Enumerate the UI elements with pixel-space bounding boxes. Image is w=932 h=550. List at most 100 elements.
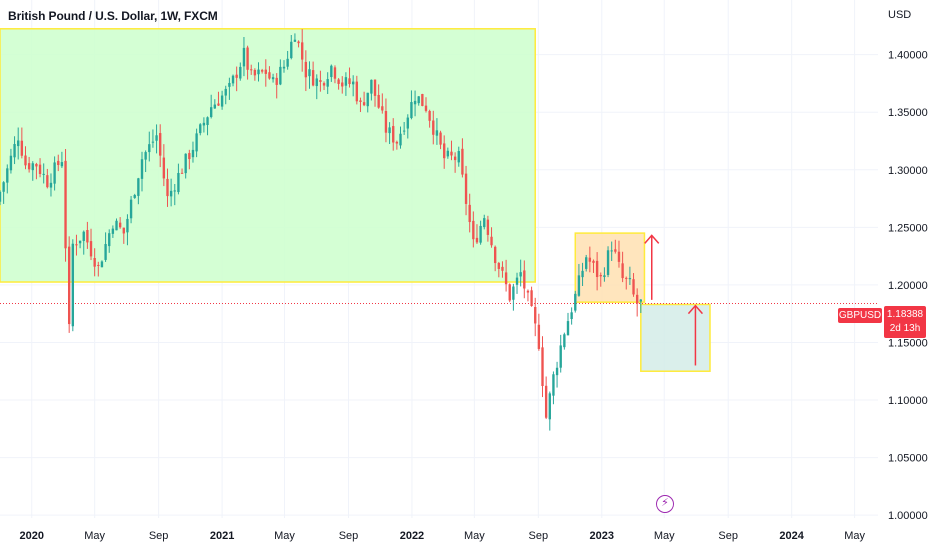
- candle-body: [64, 160, 67, 249]
- candle-body: [548, 393, 551, 420]
- y-tick-label: 1.20000: [888, 280, 928, 292]
- candle-body: [118, 222, 122, 228]
- candle-body: [115, 220, 118, 231]
- x-tick-label: Sep: [149, 530, 169, 542]
- candle-body: [275, 77, 278, 85]
- flash-icon[interactable]: ⚡: [656, 495, 674, 513]
- candle-body: [446, 150, 450, 157]
- candle-body: [392, 126, 395, 143]
- candle-body: [406, 117, 409, 129]
- candle-body: [526, 290, 530, 293]
- x-tick-label: May: [654, 530, 675, 542]
- last-price-badge: 1.18388 2d 13h: [884, 306, 926, 338]
- candle-body: [137, 178, 140, 196]
- x-tick-label: Sep: [529, 530, 549, 542]
- candle-body: [570, 312, 573, 320]
- candle-body: [344, 77, 348, 86]
- candle-body: [180, 172, 184, 174]
- candle-body: [479, 225, 482, 243]
- candle-body: [111, 228, 115, 234]
- candle-body: [348, 78, 351, 85]
- candle-body: [566, 321, 570, 336]
- x-tick-label: 2024: [779, 530, 804, 542]
- candle-body: [224, 88, 227, 96]
- x-tick-label: Sep: [718, 530, 738, 542]
- y-tick-label: 1.00000: [888, 510, 928, 522]
- candle-body: [297, 41, 300, 44]
- candle-body: [293, 39, 297, 42]
- candle-body: [162, 157, 166, 179]
- candle-body: [191, 149, 195, 158]
- candle-body: [515, 277, 519, 285]
- candle-body: [199, 124, 202, 134]
- candle-body: [315, 78, 318, 87]
- candle-body: [537, 324, 541, 349]
- x-tick-label: May: [464, 530, 485, 542]
- candle-body: [588, 257, 592, 262]
- candle-body: [439, 132, 442, 145]
- candle-body: [177, 172, 180, 193]
- candle-body: [497, 262, 500, 269]
- candle-body: [544, 385, 548, 418]
- candle-body: [282, 66, 286, 69]
- candle-body: [246, 47, 249, 70]
- candle-body: [322, 83, 326, 86]
- candle-body: [424, 105, 428, 111]
- candle-body: [461, 148, 464, 175]
- candle-body: [413, 100, 417, 105]
- candle-body: [508, 284, 511, 301]
- candle-body: [530, 290, 533, 306]
- candle-body: [625, 277, 628, 279]
- candle-body: [20, 140, 24, 156]
- candle-body: [308, 69, 311, 77]
- candle-body: [2, 182, 5, 192]
- candle-body: [402, 130, 406, 132]
- candle-body: [290, 41, 293, 59]
- candle-body: [35, 163, 38, 167]
- candle-body: [384, 111, 388, 133]
- candle-body: [559, 345, 562, 368]
- arrow-layer: [644, 234, 703, 366]
- candle-body: [341, 82, 344, 87]
- candle-body: [184, 153, 187, 174]
- candle-body: [421, 94, 424, 106]
- candle-body: [206, 117, 209, 126]
- candle-body: [519, 272, 522, 277]
- candle-body: [93, 257, 96, 267]
- candle-body: [188, 153, 191, 160]
- x-tick-label: May: [84, 530, 105, 542]
- candle-body: [362, 102, 366, 106]
- currency-label: USD: [888, 9, 912, 21]
- candle-body: [148, 144, 151, 153]
- last-price-value: 1.18388: [886, 309, 924, 320]
- candle-body: [6, 168, 9, 183]
- candle-body: [428, 111, 431, 121]
- candle-body: [330, 65, 333, 78]
- candle-body: [209, 107, 213, 118]
- candle-body: [220, 95, 224, 107]
- candle-body: [523, 270, 526, 289]
- candle-body: [399, 133, 402, 146]
- candle-body: [628, 278, 632, 280]
- candle-body: [355, 81, 359, 102]
- y-tick-label: 1.35000: [888, 107, 928, 119]
- x-tick-label: Sep: [339, 530, 359, 542]
- candle-body: [555, 367, 559, 376]
- candle-body: [432, 120, 435, 135]
- candle-body: [129, 199, 133, 219]
- x-tick-label: 2023: [590, 530, 614, 542]
- candle-body: [239, 66, 242, 79]
- candle-body: [17, 140, 20, 147]
- candle-body: [38, 164, 42, 175]
- symbol-title[interactable]: British Pound / U.S. Dollar, 1W, FXCM: [8, 9, 218, 23]
- y-tick-label: 1.30000: [888, 165, 928, 177]
- candle-body: [104, 244, 107, 260]
- candle-body: [577, 275, 581, 296]
- candle-body: [635, 294, 639, 304]
- candle-body: [370, 79, 373, 94]
- candle-body: [621, 263, 624, 279]
- candle-body: [31, 163, 34, 171]
- candle-body: [257, 69, 260, 75]
